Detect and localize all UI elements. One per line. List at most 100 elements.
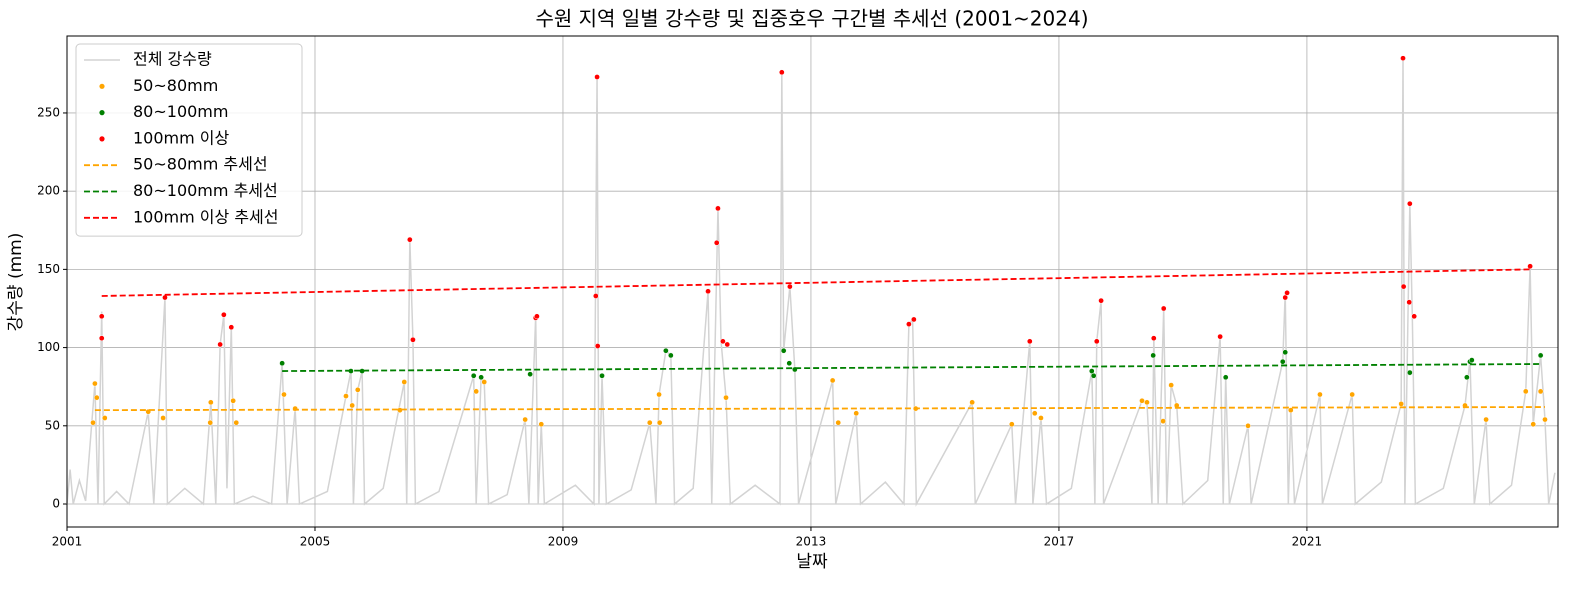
legend-marker [99,136,105,142]
scatter-point [93,394,100,401]
legend-label: 100mm 이상 [133,128,230,147]
scatter-point [279,360,285,367]
scatter-point [594,343,601,349]
scatter-point [98,335,105,342]
scatter-point [829,377,836,384]
y-tick-label: 200 [37,184,60,198]
x-tick-label: 2017 [1044,535,1075,549]
scatter-point [1160,418,1166,424]
scatter-point [656,391,662,398]
scatter-point [406,236,413,243]
scatter-point [538,421,545,428]
legend-box [75,43,303,237]
scatter-point [1542,416,1548,423]
scatter-point [1245,422,1251,429]
trend-line [94,406,1545,412]
scatter-point [1038,415,1044,421]
legend-marker [99,110,105,116]
scatter-point [1150,335,1157,342]
scatter-point [1287,407,1294,414]
legend-label: 50~80mm [133,76,218,95]
scatter-point [1398,401,1405,407]
scatter-point [1093,338,1100,345]
y-tick-label: 250 [37,105,60,119]
scatter-point [470,372,477,379]
scatter-point [473,388,480,395]
scatter-point [1284,289,1290,296]
scatter-point [835,419,842,426]
plot-frame [66,35,1559,528]
scatter-point [720,338,726,345]
scatter-point [656,419,663,426]
scatter-point [786,360,793,367]
x-tick-label: 2001 [52,535,83,549]
scatter-point [343,393,349,399]
scatter-point [1317,391,1323,398]
legend: 전체 강수량 50~80mm 80~100mm 100mm 이상 50~80mm 추세선… [75,43,303,237]
scatter-point [1144,399,1150,406]
scatter-point [663,347,669,354]
scatter-point [478,374,484,381]
scatter-point [1406,200,1413,207]
scatter-point [160,415,166,421]
scatter-point [207,399,214,406]
scatter-point [1139,397,1145,404]
scatter-point [101,415,108,421]
scatter-point [90,419,96,426]
scatter-point [1090,372,1097,379]
scatter-point [410,336,416,343]
scatter-point [778,69,785,76]
scatter-point [969,399,975,406]
scatter-point [713,239,720,246]
y-tick-label: 100 [37,340,60,354]
scatter-point [1008,421,1015,428]
scatter-point [1464,374,1470,381]
scatter-point [1026,338,1033,345]
legend-label: 80~100mm [133,102,228,121]
scatter-point [1150,352,1157,359]
x-tick-label: 2009 [548,535,579,549]
y-tick-label: 50 [45,418,60,432]
scatter-point [217,341,223,348]
scatter-point [349,402,356,409]
scatter-point [1168,382,1174,388]
trend-line [101,268,1531,297]
scatter-point [780,347,787,354]
x-axis-label: 날짜 [796,552,828,572]
scatter-point [92,380,98,387]
scatter-point [1411,313,1418,320]
scatter-point [1527,263,1533,270]
scatter-point [228,324,235,331]
scatter-point [1537,388,1544,395]
scatter-point [281,391,287,398]
scatter-point [522,416,528,423]
scatter-point [906,321,912,327]
scatter-point [1406,299,1413,306]
legend-label: 50~80mm 추세선 [133,155,268,174]
scatter-point [1160,305,1167,312]
x-tick-label: 2005 [300,535,331,549]
scatter-point [911,316,917,323]
scatter-point [527,371,533,378]
scatter-point [1279,358,1286,365]
scatter-point [534,313,540,320]
scatter-point [667,352,674,359]
legend-label: 전체 강수량 [133,50,212,69]
scatter-point [1031,410,1038,417]
scatter-point [723,394,729,401]
scatter-point [853,410,860,417]
scatter-point [401,379,408,385]
scatter-point [646,419,653,426]
scatter-point [724,341,731,348]
scatter-point [98,313,105,320]
scatter-point [592,293,599,299]
scatter-point [233,419,240,426]
scatter-point [715,205,721,212]
scatter-point [162,294,168,301]
trend-line [282,363,1541,372]
scatter-point [705,288,711,295]
scatter-point [230,397,236,404]
scatter-point [1349,391,1356,398]
scatter-point [1468,357,1475,363]
